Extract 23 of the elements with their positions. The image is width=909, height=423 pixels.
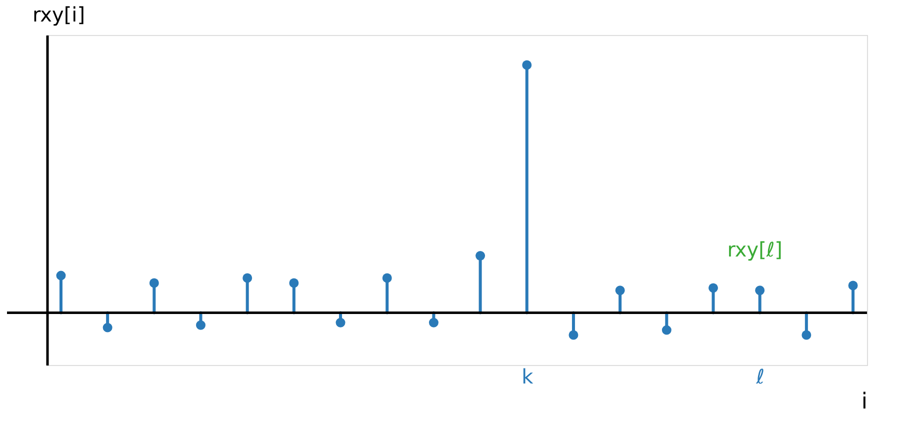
point (428, 318, 438, 328)
x-tick-label: ℓ (755, 364, 764, 388)
point (568, 330, 578, 340)
point (56, 270, 66, 280)
point (149, 278, 159, 288)
point (522, 60, 532, 70)
y-axis-title: rxy[i] (32, 2, 86, 26)
point (242, 273, 252, 283)
point (382, 273, 392, 283)
point (336, 318, 346, 328)
x-axis-title: i (861, 390, 868, 414)
point (102, 322, 112, 332)
point (615, 286, 625, 296)
point (476, 251, 486, 260)
point (802, 330, 812, 340)
point (196, 320, 206, 330)
point (708, 283, 718, 293)
point (755, 286, 765, 296)
x-tick-label: k (522, 364, 534, 388)
point (289, 278, 299, 288)
point (662, 325, 672, 335)
annotation: rxy[ℓ] (727, 237, 782, 262)
point (848, 280, 858, 290)
